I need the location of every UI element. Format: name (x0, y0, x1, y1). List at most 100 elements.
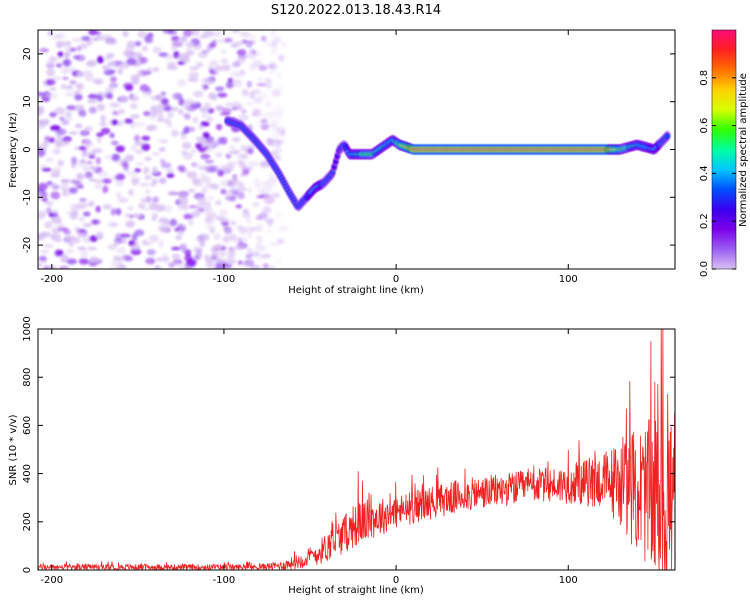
noise-cell (245, 226, 255, 233)
noise-cell (201, 176, 212, 184)
noise-cell (76, 45, 82, 52)
noise-cell (137, 30, 147, 39)
noise-cell (154, 265, 161, 269)
noise-cell (223, 169, 231, 175)
noise-cell (238, 226, 248, 235)
noise-cell (269, 49, 279, 55)
noise-cell (139, 182, 150, 187)
noise-cell (234, 73, 246, 78)
noise-cell (144, 175, 152, 180)
noise-cell (38, 107, 45, 115)
noise-cell (129, 244, 141, 250)
noise-cell (188, 219, 194, 226)
noise-cell (187, 77, 199, 82)
noise-cell (160, 227, 170, 233)
noise-cell (236, 49, 247, 56)
noise-cell (84, 126, 94, 131)
noise-cell (64, 40, 72, 47)
noise-cell (61, 68, 67, 75)
noise-cell (124, 118, 134, 124)
noise-cell (214, 243, 224, 249)
noise-cell (178, 228, 185, 235)
noise-cell (184, 265, 191, 269)
noise-cell (158, 177, 167, 185)
noise-cell (183, 213, 194, 220)
noise-cell (159, 158, 166, 164)
noise-cell (123, 49, 132, 57)
colorbar-tick-label: 0.4 (699, 165, 710, 181)
noise-cell (223, 226, 233, 235)
noise-cell (115, 179, 125, 187)
noise-cell (225, 81, 235, 89)
noise-cell (277, 54, 285, 62)
x-tick-label: -100 (213, 274, 236, 285)
noise-cell (228, 145, 236, 150)
noise-cell (202, 131, 210, 139)
noise-cell (237, 191, 245, 200)
noise-cell (200, 153, 211, 160)
noise-cell (206, 206, 214, 212)
noise-cell (264, 218, 275, 223)
noise-cell (92, 219, 99, 225)
noise-cell (246, 33, 257, 40)
noise-cell (110, 140, 119, 146)
noise-cell (188, 72, 200, 79)
noise-cell (245, 253, 253, 259)
noise-cell (241, 109, 247, 114)
noise-cell (249, 91, 255, 99)
noise-cell (218, 209, 229, 216)
noise-cell (128, 188, 134, 196)
noise-cell (260, 112, 271, 119)
noise-cell (130, 144, 137, 152)
noise-cell (164, 204, 173, 213)
heatmap-x-label: Height of straight line (km) (288, 285, 424, 296)
noise-cell (107, 221, 118, 228)
noise-cell (86, 40, 93, 46)
noise-cell (42, 197, 49, 202)
noise-cell (237, 186, 248, 192)
noise-cell (105, 87, 114, 95)
noise-cell (207, 78, 214, 85)
noise-cell (63, 44, 73, 51)
noise-cell (255, 242, 262, 249)
noise-cell (65, 111, 72, 118)
noise-cell (237, 260, 243, 265)
noise-cell (206, 142, 214, 148)
noise-cell (125, 220, 136, 228)
noise-cell (135, 122, 146, 127)
noise-cell (242, 208, 249, 214)
noise-cell (120, 233, 131, 238)
noise-cell (110, 207, 116, 216)
noise-cell (170, 106, 178, 112)
y-tick-label: -10 (22, 189, 33, 205)
noise-cell (78, 216, 85, 222)
noise-cell (127, 206, 134, 211)
noise-cell (216, 92, 228, 98)
noise-cell (124, 213, 132, 218)
noise-cell (151, 152, 161, 156)
noise-cell (88, 200, 95, 207)
noise-cell (121, 237, 127, 244)
noise-cell (39, 47, 50, 53)
noise-cell (46, 201, 54, 207)
noise-cell (269, 30, 277, 38)
noise-cell (46, 62, 55, 69)
noise-cell (171, 246, 181, 251)
noise-cell (212, 30, 222, 37)
noise-cell (187, 188, 196, 193)
noise-cell (85, 160, 93, 165)
noise-cell (132, 51, 141, 58)
y-tick-label: 20 (22, 48, 33, 61)
noise-cell (174, 39, 184, 48)
colorbar-label: Normalized spectral amplitude (738, 73, 749, 227)
noise-cell (237, 159, 244, 165)
noise-cell (132, 213, 142, 219)
noise-cell (242, 166, 250, 174)
noise-cell (232, 61, 241, 68)
noise-cell (204, 159, 215, 164)
noise-cell (277, 110, 283, 118)
noise-cell (185, 258, 197, 266)
noise-cell (83, 144, 91, 151)
noise-cell (80, 250, 89, 258)
noise-cell (245, 101, 254, 106)
